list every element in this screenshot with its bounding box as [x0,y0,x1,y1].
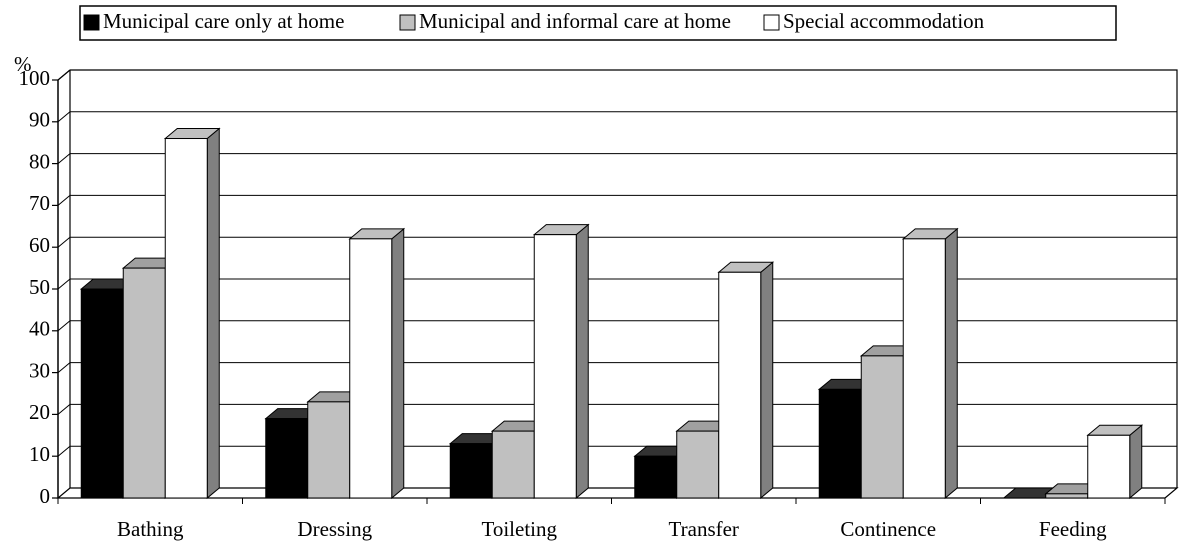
legend-swatch [399,14,416,31]
legend-label: Special accommodation [783,9,985,33]
bar [491,430,535,499]
x-tick-label: Continence [840,517,936,541]
bar [307,401,351,499]
bar-side [206,127,220,500]
x-tick-label: Transfer [669,517,739,541]
grid-line [57,111,1177,123]
y-axis-label: % [14,52,32,76]
bar [718,271,762,499]
bar [902,238,946,499]
bar [676,430,720,499]
y-tick-label: 100 [19,66,51,90]
grid-line [57,69,1177,81]
y-tick-label: 90 [29,108,50,132]
bar-side [575,223,589,500]
y-tick-label: 30 [29,358,50,382]
bar-side [1129,424,1143,500]
x-tick-label: Feeding [1039,517,1107,541]
bar [533,234,577,499]
bar-side [391,227,405,500]
grid-line [57,153,1177,164]
bar [860,355,904,499]
legend-label: Municipal and informal care at home [419,9,731,33]
grid-line [57,362,1177,373]
bar [449,443,493,499]
y-tick-label: 70 [29,191,50,215]
y-tick-label: 0 [40,484,51,508]
legend-swatch [83,14,100,31]
y-tick-label: 20 [29,400,50,424]
legend-swatch [763,14,780,31]
bar [265,418,309,499]
bar [818,388,862,499]
x-tick-label: Toileting [481,517,557,541]
y-tick-label: 60 [29,233,50,257]
grid-line [57,278,1177,290]
bar-side [944,227,958,500]
x-tick-label: Dressing [297,517,372,541]
bar [349,238,393,499]
bar [164,138,208,499]
y-tick-label: 10 [29,442,50,466]
x-tick-label: Bathing [117,517,184,541]
legend-label: Municipal care only at home [103,9,344,33]
bar [80,288,124,499]
legend-box [79,5,1117,41]
y-tick-label: 80 [29,149,50,173]
bar [1045,493,1089,499]
bar [634,455,678,499]
grid-line [57,445,1177,457]
grid-line [57,320,1177,332]
bar-side [760,261,774,500]
grid-line [57,236,1177,248]
grid-line [57,194,1177,206]
bar [122,267,166,499]
bar [1087,434,1131,499]
y-tick-label: 50 [29,275,50,299]
y-tick-label: 40 [29,317,50,341]
grid-line [57,403,1177,415]
